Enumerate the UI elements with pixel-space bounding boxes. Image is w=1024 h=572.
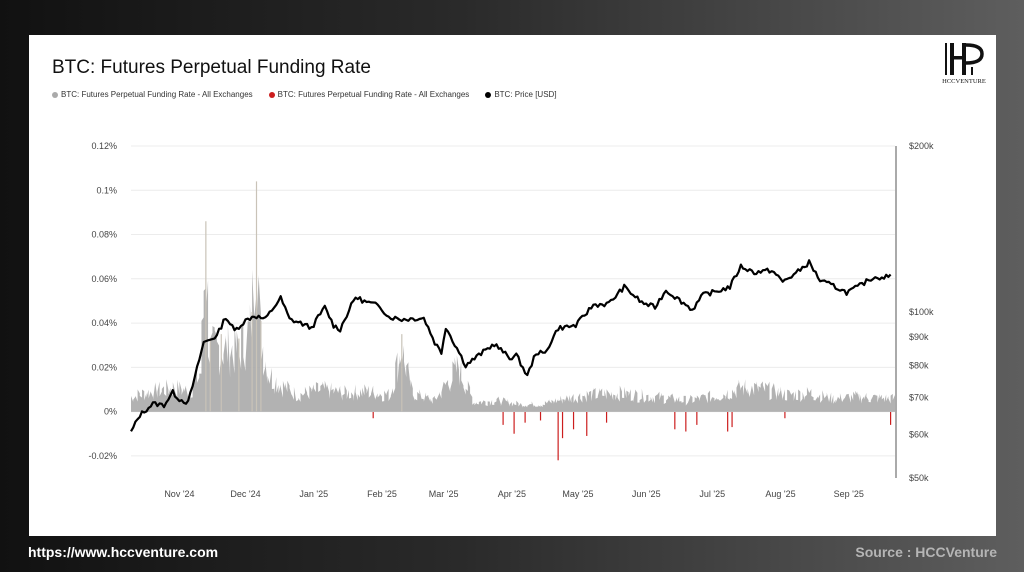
y-left-tick-label: 0% [104,407,117,417]
hccventure-logo: HCCVENTURE [938,41,990,85]
x-tick-label: Jun '25 [632,489,661,499]
chart-legend: BTC: Futures Perpetual Funding Rate - Al… [52,90,557,99]
legend-label-price: BTC: Price [USD] [494,90,557,99]
y-right-tick-label: $70k [909,392,929,402]
legend-dot-red [268,91,275,98]
y-left-tick-label: 0.1% [96,185,117,195]
y-right-tick-label: $50k [909,473,929,483]
y-right-tick-label: $100k [909,307,934,317]
x-tick-label: Jan '25 [299,489,328,499]
logo-text: HCCVENTURE [942,78,986,85]
x-tick-label: Mar '25 [429,489,459,499]
y-left-tick-label: 0.04% [91,318,117,328]
chart-title: BTC: Futures Perpetual Funding Rate [52,57,371,78]
x-tick-label: Sep '25 [834,489,864,499]
price-line [130,259,892,432]
x-tick-label: Apr '25 [498,489,526,499]
y-left-tick-label: 0.08% [91,230,117,240]
legend-item-price[interactable]: BTC: Price [USD] [485,90,557,99]
x-tick-label: Feb '25 [367,489,397,499]
legend-dot-gray [52,91,58,98]
footer-url-link[interactable]: https://www.hccventure.com [28,544,219,560]
x-tick-label: May '25 [562,489,593,499]
x-tick-label: Nov '24 [164,489,194,499]
legend-label-funding-gray: BTC: Futures Perpetual Funding Rate - Al… [61,90,253,99]
legend-dot-black [485,91,492,98]
footer-source-label: Source : HCCVenture [855,544,997,560]
y-left-tick-label: 0.02% [91,362,117,372]
y-right-tick-label: $200k [909,141,934,151]
legend-item-funding-red[interactable]: BTC: Futures Perpetual Funding Rate - Al… [268,90,470,99]
y-right-tick-label: $90k [909,332,929,342]
chart-svg: 0.12% 0.1% 0.08% 0.06% 0.04% 0.02% 0% -0.02% $20… [88,141,934,499]
funding-positive-area [131,269,895,412]
y-right-tick-label: $80k [909,360,929,370]
y-right-tick-label: $60k [909,429,929,439]
legend-label-funding-red: BTC: Futures Perpetual Funding Rate - Al… [277,90,470,99]
chart-card: 0.12% 0.1% 0.08% 0.06% 0.04% 0.02% 0% -0.02% $20… [29,35,996,536]
legend-item-funding-gray[interactable]: BTC: Futures Perpetual Funding Rate - Al… [52,90,253,99]
logo-glyph-icon [945,43,984,75]
y-left-tick-label: 0.06% [91,274,117,284]
x-tick-label: Dec '24 [230,489,260,499]
y-left-tick-label: -0.02% [88,451,117,461]
x-tick-label: Aug '25 [765,489,795,499]
x-tick-label: Jul '25 [699,489,725,499]
y-left-tick-label: 0.12% [91,141,117,151]
